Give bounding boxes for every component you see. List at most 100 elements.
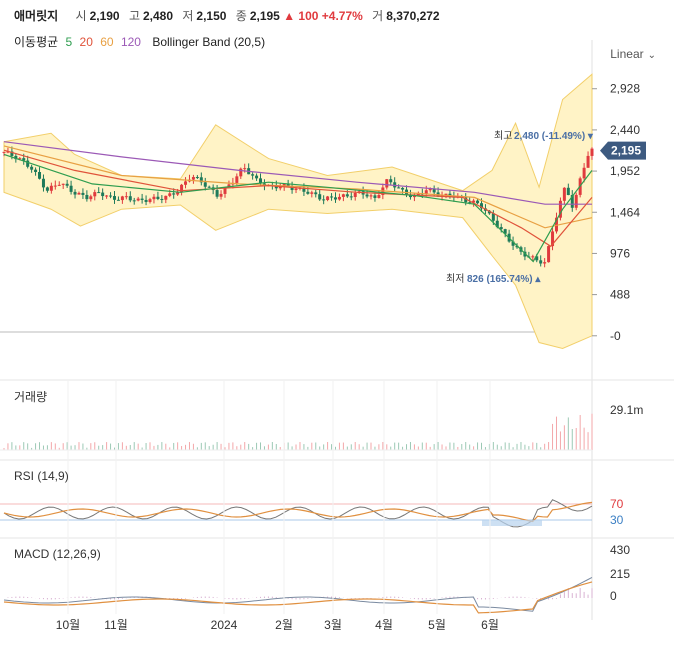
- ma5-line: [3, 153, 593, 263]
- candle-body: [2, 151, 6, 153]
- volume-label: 거: [372, 9, 384, 23]
- scale-label: Linear: [610, 47, 644, 61]
- close-value: 2,195: [249, 9, 280, 23]
- candle-body: [527, 256, 531, 258]
- candle-body: [590, 148, 594, 156]
- last-price-label: 2,195: [611, 144, 641, 158]
- candle-body: [408, 194, 412, 198]
- candle-body: [337, 196, 341, 200]
- candle-body: [349, 196, 353, 198]
- candle-body: [124, 196, 128, 198]
- last-price-tag: [600, 141, 646, 160]
- candle-body: [203, 182, 207, 187]
- low-annotation-label: 최저: [446, 273, 464, 285]
- candle-body: [460, 196, 464, 198]
- macd-panel-title: MACD (12,26,9): [14, 547, 101, 561]
- bollinger-label[interactable]: Bollinger Band (20,5): [152, 35, 266, 49]
- x-axis-label: 2024: [211, 618, 238, 632]
- candle-body: [152, 196, 156, 200]
- ma20-line: [3, 149, 593, 248]
- candle-body: [168, 193, 172, 196]
- candle-body: [341, 194, 345, 197]
- candle-body: [38, 172, 42, 179]
- candle-body: [219, 193, 223, 197]
- x-axis-label: 11월: [104, 618, 128, 632]
- candle-body: [97, 192, 101, 194]
- close-label: 종: [235, 9, 247, 23]
- ma120-label[interactable]: 120: [120, 35, 141, 49]
- price-tick: 976: [610, 246, 630, 260]
- rsi-upper-label: 70: [610, 497, 624, 511]
- ma5-label[interactable]: 5: [65, 35, 73, 49]
- candle-body: [436, 192, 440, 197]
- candle-body: [322, 199, 326, 201]
- x-axis-label: 2월: [275, 618, 293, 632]
- macd-line: [3, 576, 593, 612]
- candle-body: [543, 262, 547, 264]
- candle-body: [89, 196, 93, 200]
- candle-body: [278, 186, 282, 189]
- candle-body: [53, 185, 57, 187]
- candle-body: [570, 195, 574, 208]
- candle-body: [393, 182, 397, 188]
- candle-body: [172, 193, 176, 195]
- candle-body: [239, 168, 243, 177]
- x-axis-label: 10월: [56, 618, 80, 632]
- price-tick: -0: [610, 329, 621, 343]
- candle-body: [120, 196, 124, 201]
- low-annotation-value: 826 (165.74%) ▴: [467, 274, 541, 285]
- price-tick: 488: [610, 288, 630, 302]
- candle-body: [365, 194, 369, 197]
- candle-body: [432, 188, 436, 193]
- candle-body: [531, 256, 535, 258]
- candle-body: [412, 195, 416, 198]
- candle-body: [105, 195, 109, 197]
- candle-body: [136, 198, 140, 201]
- scale-dropdown[interactable]: Linear ⌄: [610, 47, 656, 61]
- stock-name: 애머릿지: [14, 9, 59, 23]
- candle-body: [262, 183, 266, 187]
- candle-body: [539, 260, 543, 264]
- candle-body: [511, 241, 515, 246]
- candle-body: [22, 158, 26, 161]
- candle-body: [255, 175, 259, 179]
- candle-body: [487, 210, 491, 214]
- candle-body: [77, 192, 81, 195]
- candle-body: [191, 177, 195, 180]
- candle-body: [361, 191, 365, 195]
- ma60-label[interactable]: 60: [100, 35, 114, 49]
- price-tick: 2,440: [610, 123, 640, 137]
- candle-body: [195, 177, 199, 179]
- candle-body: [112, 196, 116, 200]
- candle-body: [574, 194, 578, 208]
- candle-body: [164, 195, 168, 200]
- candle-body: [116, 199, 120, 201]
- volume-max-label: 29.1m: [610, 403, 643, 417]
- ma20-label[interactable]: 20: [79, 35, 93, 49]
- x-axis-label: 6월: [481, 618, 499, 632]
- candle-body: [294, 188, 298, 191]
- candle-body: [353, 192, 357, 197]
- candle-body: [495, 220, 499, 228]
- candle-body: [286, 183, 290, 187]
- rsi-panel-title: RSI (14,9): [14, 469, 69, 483]
- candle-body: [282, 183, 286, 187]
- bollinger-band: [3, 73, 593, 349]
- candle-body: [259, 178, 263, 184]
- candle-body: [535, 256, 539, 261]
- candle-body: [507, 233, 511, 242]
- candle-body: [515, 245, 519, 248]
- candle-body: [491, 213, 495, 221]
- candle-body: [61, 183, 65, 185]
- candle-body: [416, 193, 420, 196]
- candle-body: [476, 200, 480, 204]
- candle-body: [566, 187, 570, 196]
- candle-body: [298, 187, 302, 189]
- candle-body: [93, 192, 97, 197]
- candle-body: [45, 187, 49, 191]
- macd-tick: 0: [610, 589, 617, 603]
- x-axis-label: 4월: [375, 618, 393, 632]
- candle-body: [472, 200, 476, 203]
- candle-body: [247, 168, 251, 175]
- candle-body: [444, 193, 448, 196]
